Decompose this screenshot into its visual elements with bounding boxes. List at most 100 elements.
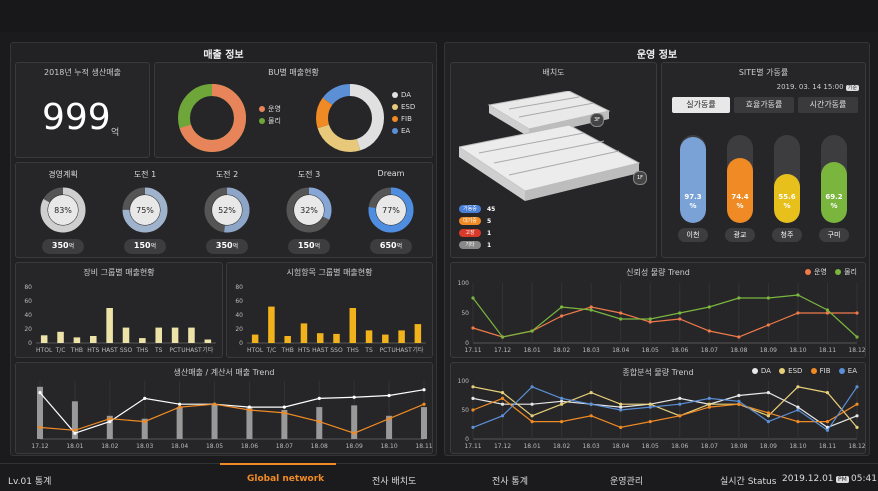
site-bar-fill [774,174,800,223]
plan-amount: 150억 [124,239,166,254]
bar [40,335,48,343]
x-tick-label: 18.09 [760,347,777,354]
series-line [472,397,858,429]
x-tick-label: 18.07 [701,443,718,450]
data-point [707,329,711,333]
analysis-trend-title: 종합분석 물량 Trend [622,368,694,377]
plan-ring-fill [368,187,414,233]
data-point [737,399,741,403]
legend-dot-icon [392,116,398,122]
x-tick-label: 18.11 [819,443,836,450]
series-line [472,386,858,432]
ops-section-title: 운영 정보 [636,50,678,61]
bu-legend-2: DA ESD FIB EA [392,89,415,137]
plan-ring-fill [40,187,86,233]
data-point [73,428,77,432]
bar [316,333,324,343]
legend-label: EA [847,367,857,375]
reliability-trend-panel: 신뢰성 물량 Trend 운영 물리 0 50 100 17.11 17.12 18.01… [450,262,866,358]
x-tick-label: 17.11 [464,347,481,354]
data-point [707,305,711,309]
nav-global-network[interactable]: Global network [247,474,325,484]
nav-company-layout[interactable]: 전사 배치도 [372,477,417,487]
data-point [737,335,741,339]
floor-1f-marker[interactable]: 1F [633,171,647,185]
bar [284,336,291,343]
x-tick-label: 18.10 [789,443,806,450]
data-point [796,420,800,424]
data-point [387,417,391,421]
y-tick-label: 100 [458,378,470,385]
plan-ring-fill [204,187,250,233]
legend-dot-icon [392,104,398,110]
donut-slice [178,84,246,152]
data-point [825,308,830,312]
x-tick-label: T/C [265,347,276,354]
data-point [737,402,741,406]
status-label: 기타 [459,241,481,249]
data-point [471,326,475,330]
data-point [766,391,770,395]
donut-slice [316,84,384,152]
x-tick-label: 18.06 [671,347,688,354]
plan-pct: 75% [136,206,154,215]
x-tick-label: 18.06 [671,443,688,450]
layout-map-title: 배치도 [542,68,565,77]
legend-label: FIB [401,115,412,123]
x-tick-label: HTOL [247,347,264,354]
legend-dot-icon [259,106,265,112]
data-point [247,405,252,409]
legend-dot-icon [810,368,817,374]
data-point [737,296,741,300]
floor-3f-marker[interactable]: 3F [590,113,604,127]
legend-label: 물리 [844,268,857,276]
legend-label: FIB [819,367,831,375]
footer-time: 05:41 [851,474,877,484]
site-bar-track [821,135,847,223]
x-tick-label: 18.02 [101,443,118,450]
site-bar-value: 74.4% [731,193,749,210]
plan-ring: 52% [204,187,250,233]
bar [106,415,113,439]
donut-slice [316,84,384,152]
x-tick-label: PCT [169,347,181,354]
data-point [825,311,830,315]
x-tick-label: THB [281,347,294,354]
data-point [387,393,391,398]
nav-operations[interactable]: 운영관리 [610,477,644,487]
legend-label: ESD [788,367,803,375]
data-point [471,385,475,389]
data-point [678,402,682,406]
bar [106,308,113,343]
bar [176,407,183,439]
x-tick-label: HAST [102,347,118,354]
data-point [589,391,593,395]
x-tick-label: 18.10 [380,443,397,450]
level-label: Lv.01 통계 [8,477,52,487]
bar [139,338,146,343]
tab-efficiency-rate[interactable]: 효율가동률 [734,97,794,113]
data-point [143,420,147,424]
production-trend-chart: 17.12 18.01 18.02 18.03 18.04 18.05 18.06 18.07… [31,381,432,450]
data-point [422,388,426,392]
tab-actual-rate[interactable]: 실가동률 [672,97,730,113]
test-item-bar-chart: 0 20 40 60 80 HTOL T/C THB HTS HAST SSO THS TS PCT UHA… [235,284,426,354]
x-tick-label: HTOL [36,347,53,354]
footer-date: 2019.12.01 [782,474,834,484]
x-tick-label: 18.02 [553,443,570,450]
nav-company-stats[interactable]: 전사 통계 [492,477,528,487]
realtime-status-link[interactable]: 실시간 Status [720,477,777,487]
data-point [796,405,800,409]
data-point [619,425,623,429]
status-label: 대기중 [459,217,481,225]
bu-panel: BU별 매출현황 운영 물리 DA ESD FIB EA [154,62,433,158]
analysis-trend-panel: 종합분석 물량 Trend DA ESD FIB EA 0 50 100 17.11 1… [450,362,866,454]
plan-ring: 75% [122,187,168,233]
x-tick-label: 18.01 [523,443,540,450]
legend-label: EA [401,127,411,135]
legend-dot-icon [392,128,398,134]
x-tick-label: HTS [298,347,310,354]
tab-time-rate[interactable]: 시간가동률 [798,97,858,113]
data-point [796,385,800,389]
data-point [500,396,505,400]
